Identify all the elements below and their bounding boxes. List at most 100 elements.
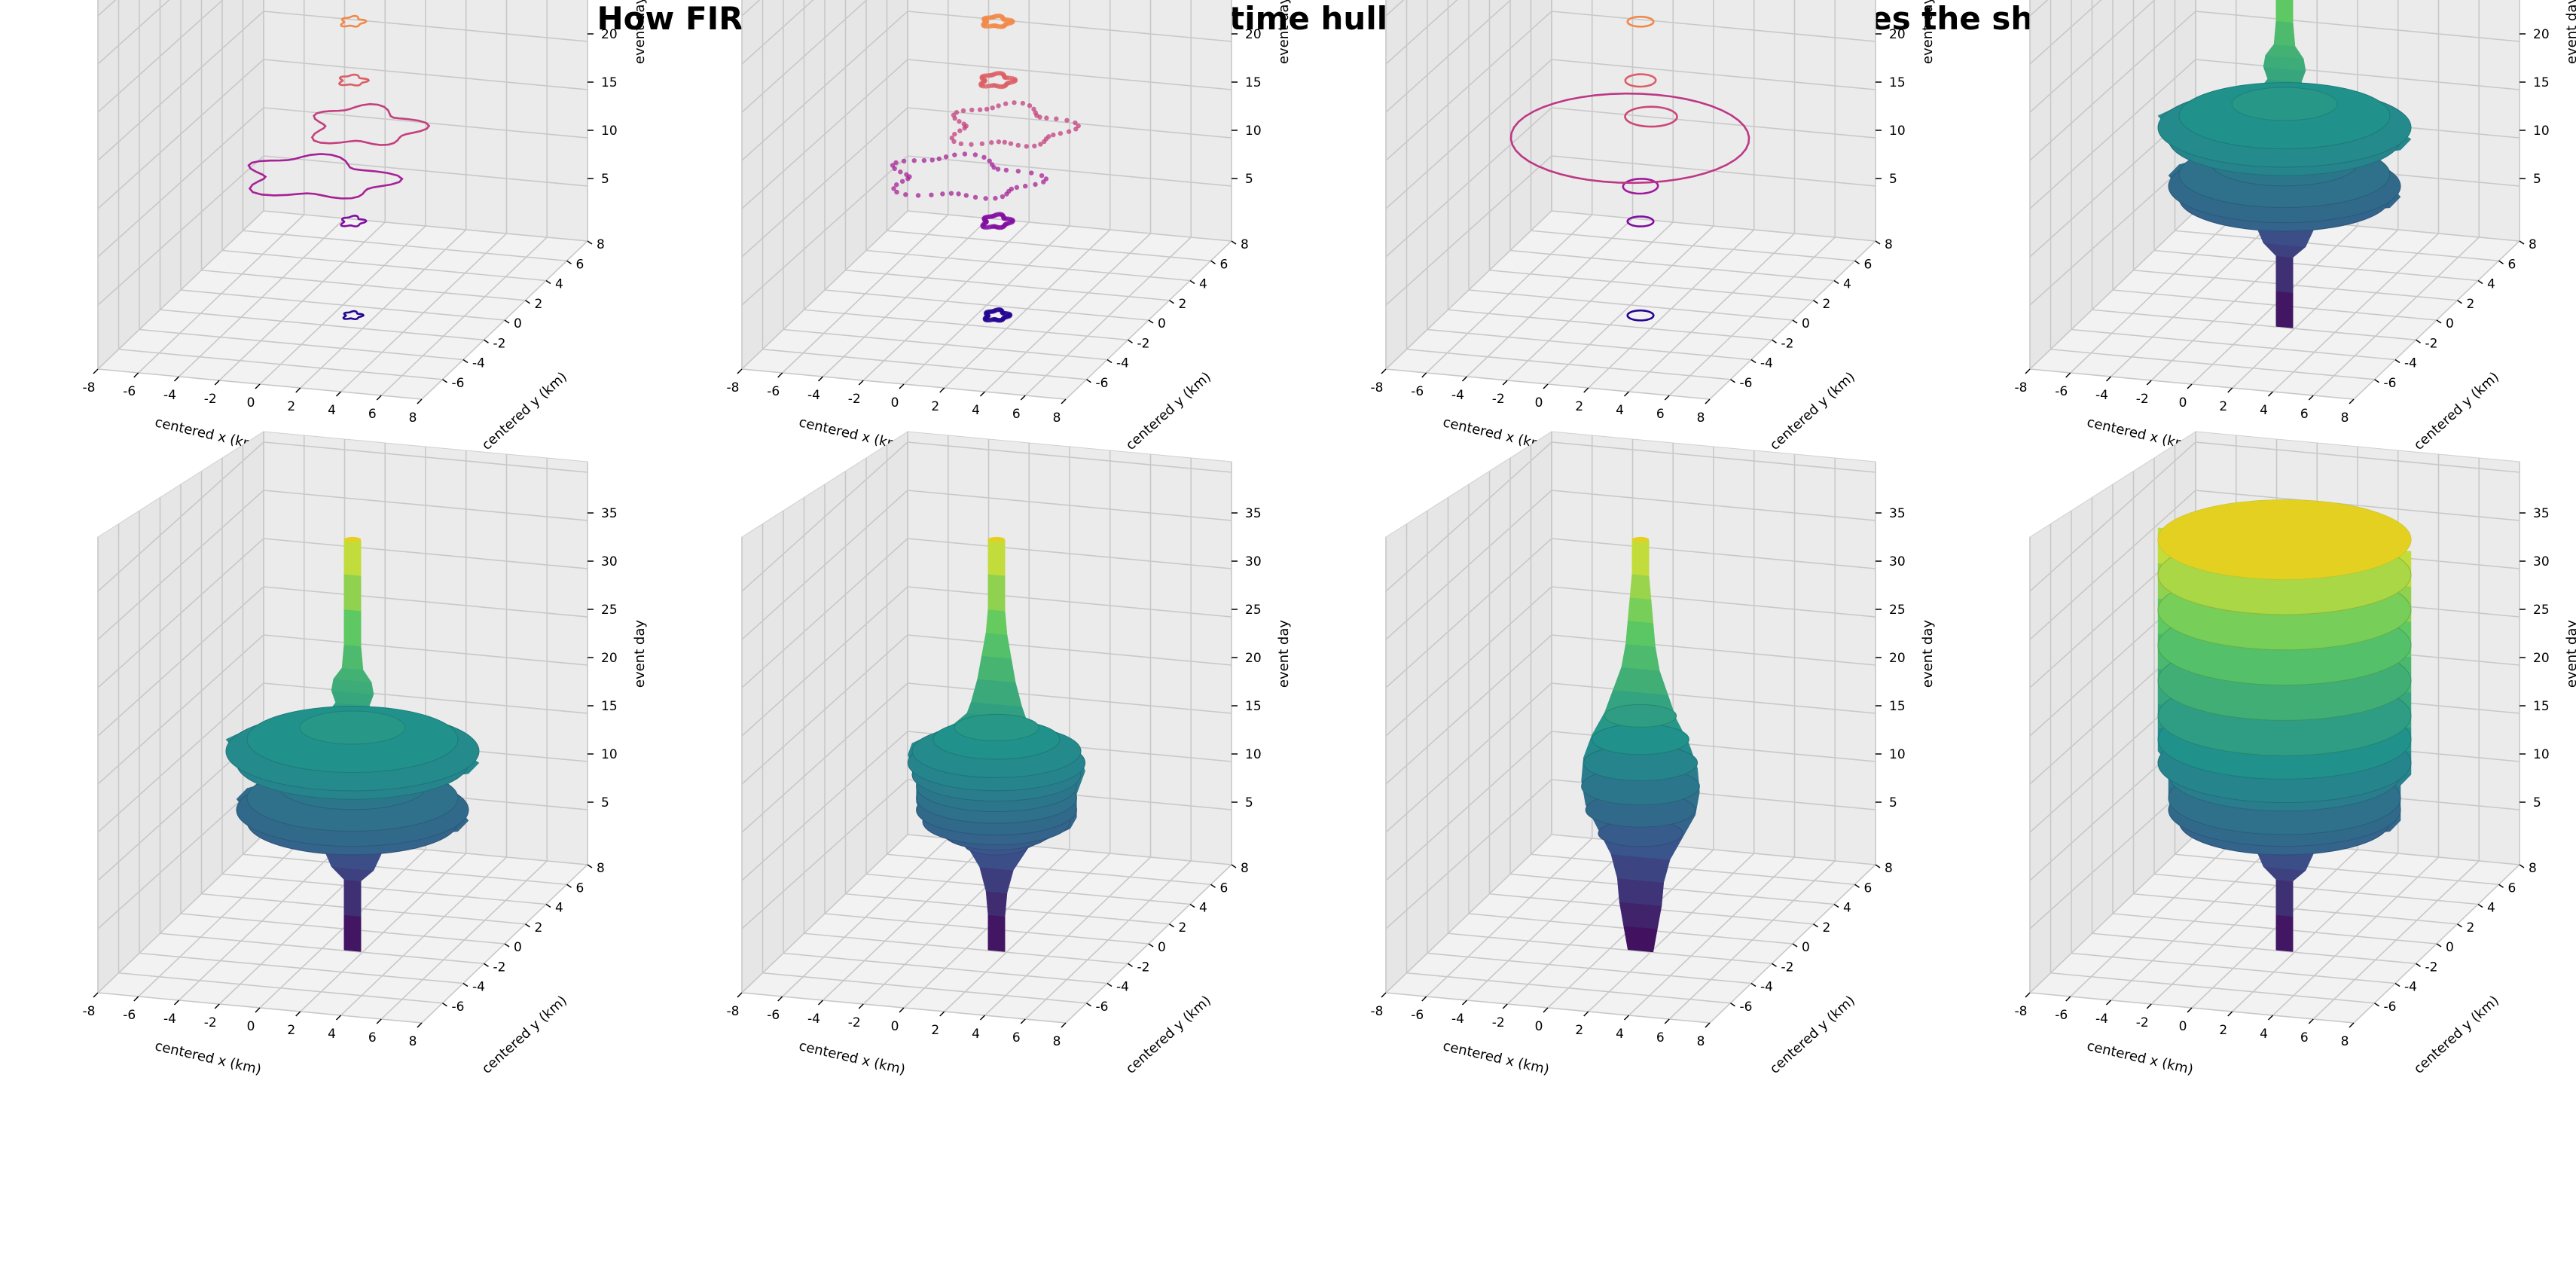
x-tick-mark <box>376 395 382 401</box>
grid-line <box>1551 490 1876 521</box>
sample-point <box>962 125 967 131</box>
y-tick-mark <box>2416 963 2421 967</box>
sample-point <box>921 157 927 163</box>
x-tick-label: 6 <box>1012 1030 1021 1045</box>
x-tick-mark <box>2267 1015 2274 1021</box>
hull-band <box>2275 255 2294 293</box>
x-tick-mark <box>737 992 743 998</box>
z-tick-label: 10 <box>1245 747 1262 762</box>
x-tick-mark <box>858 1003 864 1009</box>
y-tick-label: -6 <box>1740 1000 1753 1015</box>
x-tick-label: -4 <box>2095 1012 2108 1027</box>
grid-line <box>741 11 908 161</box>
y-tick-label: 4 <box>555 901 563 916</box>
x-tick-label: 2 <box>931 399 939 414</box>
axes-panes <box>740 0 1233 400</box>
x-tick-mark <box>295 387 301 393</box>
hull-top-cap <box>343 536 362 542</box>
x-tick-mark <box>93 368 99 374</box>
grid-line <box>1668 237 1836 396</box>
grid-line <box>300 229 467 389</box>
sample-point <box>905 176 911 182</box>
sample-point <box>1039 172 1045 179</box>
grid-line <box>907 59 1232 90</box>
sample-point <box>901 158 907 164</box>
support-ring <box>1624 73 1657 88</box>
y-tick-mark <box>1813 300 1818 304</box>
x-tick-label: 8 <box>2341 411 2349 426</box>
grid-line <box>2112 289 2437 321</box>
grid-line <box>221 873 547 905</box>
sample-point <box>943 154 949 160</box>
grid-line <box>97 59 264 209</box>
y-tick-label: 0 <box>1802 316 1810 331</box>
y-axis-label: centered y (km) <box>479 369 570 453</box>
x-tick-mark <box>335 1015 342 1021</box>
x-tick-mark <box>1705 398 1711 404</box>
support-ring <box>1626 309 1655 322</box>
y-tick-mark <box>2394 982 2401 987</box>
grid-line <box>984 856 1152 1016</box>
grid-line <box>97 107 264 258</box>
z-tick-label: 20 <box>601 651 618 666</box>
grid-line <box>887 230 1211 262</box>
y-tick-mark <box>462 359 469 364</box>
y-tick-label: -2 <box>2425 960 2438 975</box>
x-tick-label: 8 <box>409 411 417 426</box>
y-tick-mark <box>1231 864 1237 868</box>
y-tick-label: 4 <box>2487 277 2495 292</box>
hull-band <box>343 573 362 612</box>
x-tick-label: -8 <box>83 380 96 395</box>
grid-line <box>180 289 505 321</box>
x-tick-label: -6 <box>1411 1008 1424 1023</box>
y-tick-label: 0 <box>2446 316 2454 331</box>
y-tick-label: 0 <box>514 940 522 955</box>
grid-line <box>1551 538 1876 569</box>
sample-point <box>1003 101 1009 106</box>
x-ticks: -8 -6 -4 -2 0 2 4 6 8 <box>2015 368 2355 426</box>
y-tick-label: 8 <box>597 861 605 876</box>
z-tick-label: 20 <box>1889 27 1906 42</box>
x-tick-mark <box>335 391 342 397</box>
grid-line <box>2312 860 2480 1020</box>
grid-line <box>907 634 1232 666</box>
y-tick-mark <box>1730 379 1735 383</box>
sample-point <box>952 115 957 121</box>
sample-point <box>1043 176 1049 182</box>
y-tick-label: 6 <box>576 881 584 896</box>
hull-band <box>2275 0 2294 23</box>
hull-band <box>1619 902 1662 929</box>
grid-line <box>263 441 588 473</box>
grid-line <box>907 586 1232 618</box>
grid-line <box>944 229 1111 389</box>
z-ticks: 5 10 15 20 25 30 35 <box>1876 506 1906 810</box>
support-ring <box>310 102 431 146</box>
x-tick-mark <box>1502 380 1508 386</box>
sample-point <box>977 107 983 112</box>
grid-line <box>340 233 508 392</box>
y-tick-label: -2 <box>2425 336 2438 351</box>
y-tick-label: 0 <box>1802 940 1810 955</box>
sample-point <box>979 141 985 147</box>
z-axis-label: event day <box>1276 0 1292 64</box>
x-tick-mark <box>2187 383 2193 389</box>
sample-point <box>951 139 957 145</box>
grid-line <box>97 155 264 306</box>
x-tick-label: -2 <box>848 1015 861 1030</box>
y-tick-label: 4 <box>1843 901 1851 916</box>
sample-point <box>1054 116 1059 121</box>
x-tick-mark <box>1020 395 1026 401</box>
x-tick-mark <box>255 1007 261 1013</box>
sample-point <box>972 152 978 157</box>
x-tick-label: 6 <box>1012 407 1021 422</box>
hull-band <box>1631 539 1650 576</box>
y-tick-mark <box>1128 339 1133 343</box>
grid-line <box>263 634 588 666</box>
y-tick-mark <box>1875 864 1881 868</box>
x-tick-mark <box>2227 1011 2233 1017</box>
x-tick-mark <box>1421 372 1427 378</box>
grid-line <box>2029 0 2156 113</box>
y-tick-mark <box>587 240 593 245</box>
x-tick-label: 8 <box>1697 411 1705 426</box>
z-tick-label: 15 <box>1245 75 1262 90</box>
